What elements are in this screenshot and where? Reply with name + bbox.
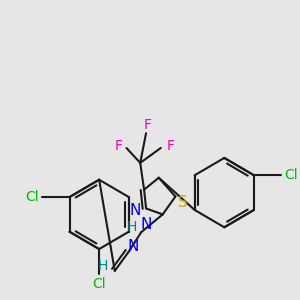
Text: Cl: Cl <box>92 277 106 291</box>
Text: N: N <box>128 238 139 253</box>
Text: F: F <box>115 139 123 153</box>
Text: F: F <box>167 139 175 153</box>
Text: N: N <box>130 203 141 218</box>
Text: F: F <box>144 118 152 132</box>
Text: N: N <box>140 217 152 232</box>
Text: Cl: Cl <box>26 190 39 204</box>
Text: Cl: Cl <box>284 168 298 182</box>
Text: H: H <box>126 220 136 234</box>
Text: H: H <box>98 259 108 273</box>
Text: S: S <box>178 195 188 210</box>
